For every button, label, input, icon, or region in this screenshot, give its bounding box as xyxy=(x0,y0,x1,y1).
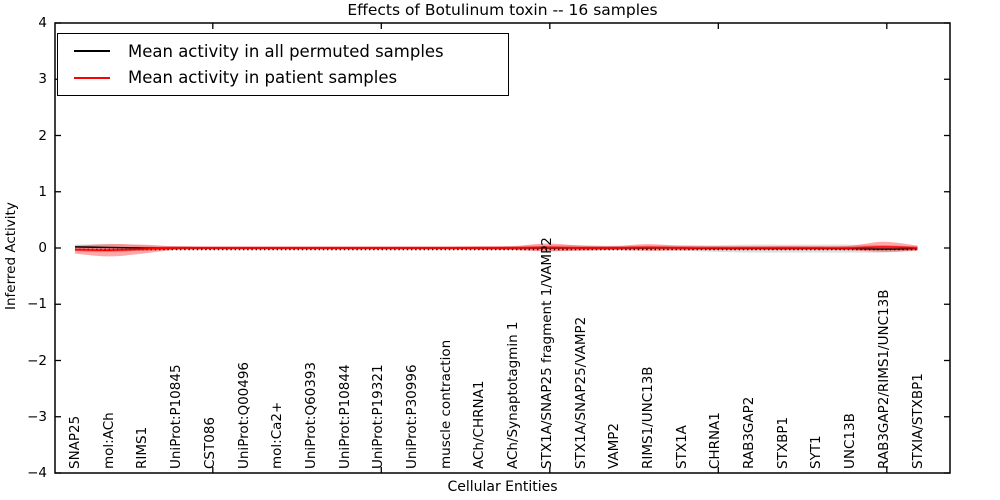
patient-mean-line xyxy=(74,246,918,252)
x-category-label: UniProt:P30996 xyxy=(404,364,420,469)
x-category-label: STX1A/SNAP25/VAMP2 xyxy=(572,316,589,469)
x-category-label: ACh/CHRNA1 xyxy=(471,380,488,469)
x-category-label: muscle contraction xyxy=(437,339,454,469)
legend-label-patient: Mean activity in patient samples xyxy=(128,68,398,88)
legend-entry-patient: Mean activity in patient samples xyxy=(58,68,508,87)
y-tick-label: −1 xyxy=(27,296,47,313)
y-tick-label: −2 xyxy=(27,352,47,369)
x-category-label: UNC13B xyxy=(842,413,859,469)
permuted-line-swatch-icon xyxy=(74,50,110,53)
x-category-label: UniProt:P10844 xyxy=(336,364,353,469)
y-tick-label: −4 xyxy=(27,465,47,481)
x-category-label: ACh/Synaptotagmin 1 xyxy=(505,321,522,469)
x-category-label: RAB3GAP2/RIMS1/UNC13B xyxy=(875,289,892,469)
legend: Mean activity in all permuted samples Me… xyxy=(57,33,509,96)
x-category-label: CHRNA1 xyxy=(707,412,724,469)
x-category-label: SYT1 xyxy=(808,435,825,469)
y-tick-label: 1 xyxy=(38,183,47,200)
y-tick-label: 2 xyxy=(38,127,47,144)
x-category-label: UniProt:P19321 xyxy=(370,364,387,469)
y-tick-label: 3 xyxy=(38,71,47,88)
x-category-label: STXBP1 xyxy=(774,416,791,469)
x-category-label: STX1A xyxy=(673,425,690,469)
x-category-label: mol:Ca2+ xyxy=(269,401,286,469)
x-category-label: STXIA/STXBP1 xyxy=(909,373,926,469)
x-category-label: UniProt:Q60393 xyxy=(302,361,319,469)
y-tick-label: 4 xyxy=(38,15,47,31)
patient-line-swatch-icon xyxy=(74,76,110,79)
x-category-label: CST086 xyxy=(201,416,218,469)
x-category-label: SNAP25 xyxy=(67,415,83,469)
x-category-label: STX1A/SNAP25 fragment 1/VAMP2 xyxy=(538,237,555,469)
x-category-label: RAB3GAP2 xyxy=(741,396,757,469)
x-category-label: VAMP2 xyxy=(606,423,623,469)
y-tick-label: 0 xyxy=(38,240,47,256)
y-tick-label: −3 xyxy=(27,408,47,425)
legend-label-permuted: Mean activity in all permuted samples xyxy=(128,41,444,61)
chart-title: Effects of Botulinum toxin -- 16 samples xyxy=(347,1,658,19)
x-category-label: mol:ACh xyxy=(100,412,117,469)
x-category-label: RIMS1 xyxy=(134,426,151,469)
x-category-label: UniProt:Q00496 xyxy=(235,361,252,469)
x-category-label: UniProt:P10845 xyxy=(168,364,185,469)
x-axis-label: Cellular Entities xyxy=(447,479,558,495)
legend-entry-permuted: Mean activity in all permuted samples xyxy=(58,42,508,61)
x-category-label: RIMS1/UNC13B xyxy=(639,366,656,469)
